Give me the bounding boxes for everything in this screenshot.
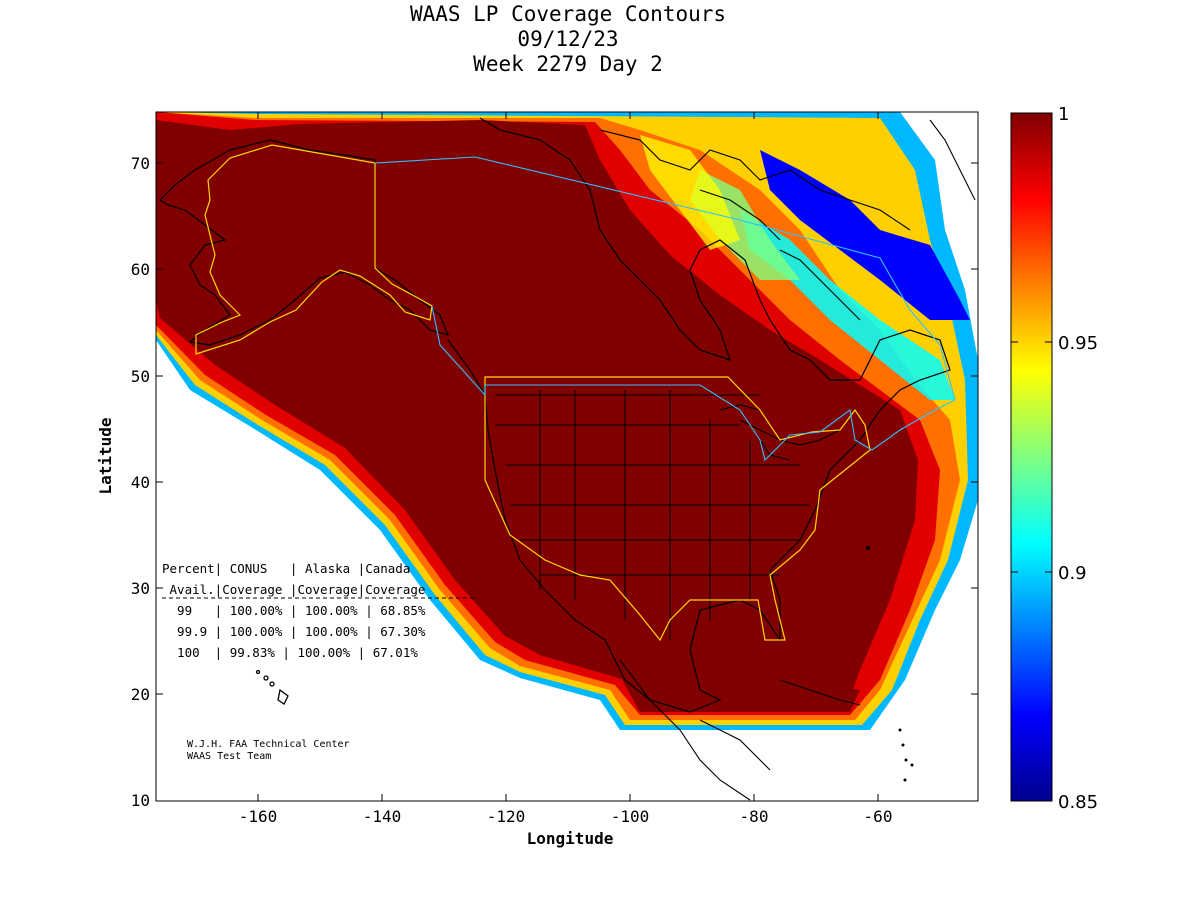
table-header-2: Avail.|Coverage |Coverage|Coverage	[162, 582, 425, 597]
chart-date: 09/12/23	[517, 27, 619, 51]
colorbar-tick-label: 0.95	[1058, 333, 1098, 354]
coverage-table: Percent| CONUS | Alaska |Canada Avail.|C…	[162, 561, 476, 660]
x-tick-label: -80	[740, 807, 769, 826]
colorbar-tick-label: 1	[1058, 104, 1069, 125]
y-tick-label: 30	[131, 579, 150, 598]
hawaii-islands	[255, 669, 289, 705]
us-state-boundaries	[495, 390, 810, 640]
x-tick-label: -140	[363, 807, 402, 826]
coverage-full-region	[156, 120, 918, 712]
chart-week-day: Week 2279 Day 2	[473, 52, 663, 76]
y-axis-label: Latitude	[96, 417, 115, 494]
y-tick-label: 20	[131, 685, 150, 704]
alaska-service-boundary	[195, 144, 433, 355]
y-tick-label: 70	[131, 154, 150, 173]
x-axis-label: Longitude	[527, 829, 614, 848]
plot-frame	[155, 111, 979, 802]
chart-title: WAAS LP Coverage Contours	[409, 2, 727, 26]
x-tick-label: -120	[487, 807, 526, 826]
x-tick-label: -100	[611, 807, 650, 826]
table-header-1: Percent| CONUS | Alaska |Canada	[162, 561, 410, 576]
axis-ticks	[156, 112, 978, 801]
north-america-coastline	[447, 117, 951, 713]
table-row: 99 | 100.00% | 100.00% | 68.85%	[162, 603, 426, 618]
low-coverage-region	[760, 150, 970, 320]
y-tick-label: 60	[131, 260, 150, 279]
y-tick-label: 50	[131, 367, 150, 386]
table-row: 99.9 | 100.00% | 100.00% | 67.30%	[162, 624, 426, 639]
colorbar	[1010, 112, 1053, 802]
coverage-contours	[156, 112, 978, 801]
canada-service-boundary	[374, 156, 956, 462]
conus-service-boundary	[484, 376, 871, 642]
colorbar-tick-label: 0.9	[1058, 563, 1087, 584]
credit-line-1: W.J.H. FAA Technical Center	[187, 739, 350, 750]
x-tick-label: -60	[864, 807, 893, 826]
y-tick-label: 10	[131, 791, 150, 810]
x-tick-label: -160	[239, 807, 278, 826]
colorbar-tick-label: 0.85	[1058, 792, 1098, 813]
y-tick-label: 40	[131, 473, 150, 492]
table-row: 100 | 99.83% | 100.00% | 67.01%	[162, 645, 418, 660]
credit-line-2: WAAS Test Team	[187, 751, 271, 762]
